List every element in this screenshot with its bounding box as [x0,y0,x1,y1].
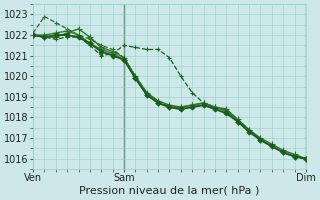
X-axis label: Pression niveau de la mer( hPa ): Pression niveau de la mer( hPa ) [79,186,260,196]
